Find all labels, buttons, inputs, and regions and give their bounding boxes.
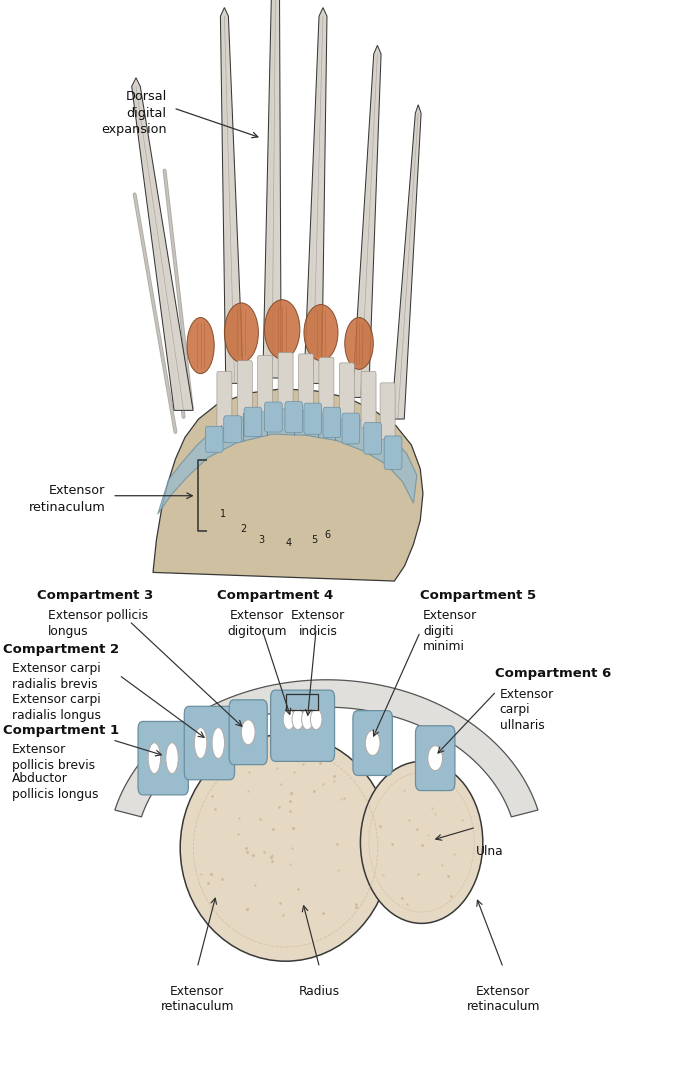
Text: Extensor
retinaculum: Extensor retinaculum: [466, 985, 540, 1013]
Text: 5: 5: [311, 535, 318, 545]
Ellipse shape: [265, 299, 300, 360]
Text: Extensor
carpi
ullnaris: Extensor carpi ullnaris: [500, 688, 554, 732]
Text: Compartment 2: Compartment 2: [3, 643, 120, 656]
Text: Compartment 3: Compartment 3: [37, 589, 154, 602]
FancyBboxPatch shape: [271, 690, 335, 761]
FancyBboxPatch shape: [353, 711, 392, 775]
Polygon shape: [132, 78, 193, 410]
Ellipse shape: [360, 761, 483, 923]
FancyBboxPatch shape: [138, 721, 188, 795]
Text: Radius: Radius: [299, 985, 340, 998]
FancyBboxPatch shape: [278, 352, 293, 408]
Ellipse shape: [292, 708, 303, 730]
Text: 3: 3: [258, 535, 265, 545]
Ellipse shape: [212, 728, 224, 758]
Polygon shape: [304, 8, 327, 383]
Polygon shape: [262, 0, 282, 378]
FancyBboxPatch shape: [217, 372, 232, 428]
Ellipse shape: [194, 728, 207, 758]
FancyBboxPatch shape: [299, 354, 313, 410]
FancyBboxPatch shape: [361, 372, 376, 428]
Text: Extensor
retinaculum: Extensor retinaculum: [160, 985, 234, 1013]
Text: Dorsal
digital
expansion: Dorsal digital expansion: [101, 91, 167, 136]
FancyBboxPatch shape: [184, 706, 235, 780]
Ellipse shape: [302, 708, 313, 730]
FancyBboxPatch shape: [224, 416, 241, 443]
Ellipse shape: [345, 318, 373, 369]
Text: Extensor
indicis: Extensor indicis: [291, 609, 345, 637]
FancyBboxPatch shape: [237, 361, 252, 417]
Ellipse shape: [428, 745, 443, 771]
Text: Extensor carpi
radialis brevis: Extensor carpi radialis brevis: [12, 662, 101, 690]
Polygon shape: [392, 105, 421, 419]
FancyBboxPatch shape: [364, 422, 381, 455]
Ellipse shape: [180, 734, 391, 961]
Ellipse shape: [148, 743, 160, 773]
FancyBboxPatch shape: [304, 403, 322, 434]
Polygon shape: [153, 389, 423, 581]
Text: 1: 1: [220, 509, 226, 519]
Text: Extensor
digiti
minimi: Extensor digiti minimi: [423, 609, 477, 653]
Text: Ulna: Ulna: [476, 845, 504, 858]
Text: Extensor
pollicis brevis: Extensor pollicis brevis: [12, 743, 95, 771]
Ellipse shape: [187, 318, 214, 374]
Polygon shape: [220, 8, 243, 383]
Text: Compartment 6: Compartment 6: [495, 667, 611, 680]
FancyBboxPatch shape: [384, 436, 402, 470]
Text: 4: 4: [286, 538, 292, 549]
FancyBboxPatch shape: [205, 427, 223, 453]
Text: Abductor
pollicis longus: Abductor pollicis longus: [12, 772, 99, 800]
Ellipse shape: [224, 302, 258, 363]
Polygon shape: [158, 404, 417, 514]
Text: Compartment 4: Compartment 4: [218, 589, 333, 602]
Ellipse shape: [365, 730, 380, 756]
FancyBboxPatch shape: [339, 363, 354, 419]
Text: 6: 6: [324, 529, 331, 540]
FancyBboxPatch shape: [285, 402, 303, 433]
Bar: [286, 694, 318, 710]
FancyBboxPatch shape: [415, 726, 455, 791]
FancyBboxPatch shape: [229, 700, 267, 765]
FancyBboxPatch shape: [342, 413, 360, 444]
Ellipse shape: [304, 305, 338, 361]
FancyBboxPatch shape: [319, 357, 334, 414]
Text: Compartment 5: Compartment 5: [420, 589, 537, 602]
FancyBboxPatch shape: [265, 402, 282, 432]
Text: Extensor
digitorum: Extensor digitorum: [227, 609, 287, 637]
Polygon shape: [115, 679, 538, 816]
FancyBboxPatch shape: [258, 355, 273, 411]
Ellipse shape: [284, 708, 294, 730]
Text: Compartment 1: Compartment 1: [3, 724, 120, 737]
Polygon shape: [352, 45, 381, 397]
FancyBboxPatch shape: [380, 382, 395, 438]
FancyBboxPatch shape: [323, 407, 341, 437]
Text: Extensor carpi
radialis longus: Extensor carpi radialis longus: [12, 693, 101, 721]
Ellipse shape: [166, 743, 178, 773]
Text: 2: 2: [240, 524, 247, 535]
Text: Extensor pollicis
longus: Extensor pollicis longus: [48, 609, 148, 637]
Text: Extensor
retinaculum: Extensor retinaculum: [29, 484, 105, 514]
Ellipse shape: [310, 708, 322, 730]
FancyBboxPatch shape: [244, 407, 262, 436]
Ellipse shape: [241, 719, 255, 745]
